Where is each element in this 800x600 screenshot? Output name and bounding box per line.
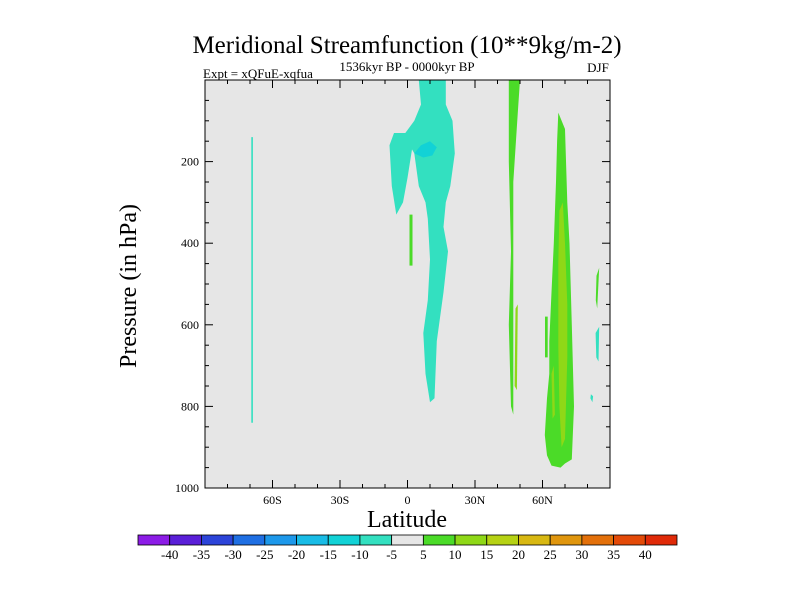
- colorbar-swatch: [359, 534, 393, 546]
- x-tick-label: 60N: [532, 493, 553, 507]
- contour-region-9: [595, 267, 600, 309]
- contour-region-3: [595, 326, 600, 362]
- colorbar-swatch: [644, 534, 678, 546]
- colorbar-swatch: [613, 534, 646, 546]
- colorbar-label: 40: [639, 547, 652, 562]
- contour-region-2: [414, 141, 437, 158]
- colorbar-swatch: [391, 534, 424, 546]
- contour-region-5: [409, 214, 413, 266]
- contour-region-6: [508, 80, 520, 415]
- x-tick-label: 30S: [331, 493, 350, 507]
- y-tick-label: 1000: [175, 481, 199, 495]
- colorbar-swatch: [422, 534, 456, 546]
- period-label: 1536kyr BP - 0000kyr BP: [339, 59, 474, 74]
- colorbar-label: -20: [288, 547, 305, 562]
- y-tick-label: 800: [181, 399, 199, 413]
- x-tick-label: 30N: [465, 493, 486, 507]
- colorbar-label: -15: [320, 547, 337, 562]
- colorbar-label: -40: [161, 547, 178, 562]
- contour-region-4: [590, 394, 594, 403]
- colorbar-swatch: [549, 534, 583, 546]
- y-axis-label: Pressure (in hPa): [116, 204, 142, 368]
- colorbar-swatch: [327, 534, 361, 546]
- colorbar-label: 30: [575, 547, 588, 562]
- colorbar-label: 25: [544, 547, 557, 562]
- contour-region-12: [551, 365, 555, 419]
- colorbar-swatch: [454, 534, 488, 546]
- experiment-label: Expt = xQFuE-xqfua: [203, 66, 313, 81]
- y-tick-label: 200: [181, 155, 199, 169]
- colorbar-swatch: [296, 534, 329, 546]
- x-axis-label: Latitude: [367, 507, 447, 533]
- colorbar-label: 35: [607, 547, 620, 562]
- colorbar-swatch: [169, 534, 202, 546]
- colorbar-label: 5: [420, 547, 427, 562]
- colorbar-swatch: [264, 534, 297, 546]
- x-tick-label: 60S: [263, 493, 282, 507]
- colorbar-swatch: [201, 534, 234, 546]
- colorbar-label: -25: [256, 547, 273, 562]
- colorbar-label: -35: [193, 547, 210, 562]
- season-label: DJF: [587, 60, 609, 75]
- x-tick-label: 0: [405, 493, 411, 507]
- colorbar-label: 20: [512, 547, 525, 562]
- colorbar-label: -5: [386, 547, 397, 562]
- contour-region-11: [514, 304, 518, 391]
- contour-regions: [251, 80, 600, 468]
- y-tick-label: 600: [181, 318, 199, 332]
- colorbar-label: 10: [449, 547, 462, 562]
- colorbar: -40 -35 -30 -25 -20 -15 -10 -5 5 10 15 20 25 30 35 40: [137, 534, 678, 562]
- colorbar-label: -10: [351, 547, 368, 562]
- contour-region-8: [545, 316, 548, 358]
- colorbar-swatch: [232, 534, 266, 546]
- colorbar-swatch: [486, 534, 519, 546]
- chart-title: Meridional Streamfunction (10**9kg/m-2): [192, 32, 621, 59]
- axis-ticks: 200 400 600 800 1000 60S 30S 0 30N 60N: [175, 79, 611, 507]
- y-tick-label: 400: [181, 236, 199, 250]
- contour-region-10: [558, 202, 568, 448]
- colorbar-label: 15: [480, 547, 493, 562]
- colorbar-swatch: [137, 534, 171, 546]
- colorbar-swatch: [581, 534, 614, 546]
- colorbar-label: -30: [224, 547, 241, 562]
- contour-region-1: [389, 80, 455, 403]
- colorbar-swatch: [518, 534, 551, 546]
- contour-region-0: [251, 137, 253, 423]
